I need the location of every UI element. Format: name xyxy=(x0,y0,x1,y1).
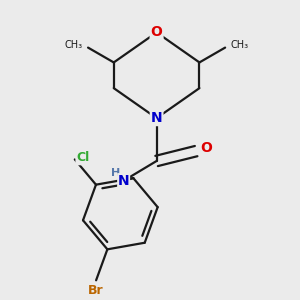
Text: N: N xyxy=(151,111,162,125)
Text: N: N xyxy=(118,174,129,188)
Text: O: O xyxy=(200,141,212,155)
Text: Br: Br xyxy=(88,284,104,297)
Text: CH₃: CH₃ xyxy=(65,40,83,50)
Text: CH₃: CH₃ xyxy=(230,40,248,50)
Text: O: O xyxy=(151,26,163,39)
Text: Cl: Cl xyxy=(76,151,90,164)
Text: H: H xyxy=(111,167,120,178)
